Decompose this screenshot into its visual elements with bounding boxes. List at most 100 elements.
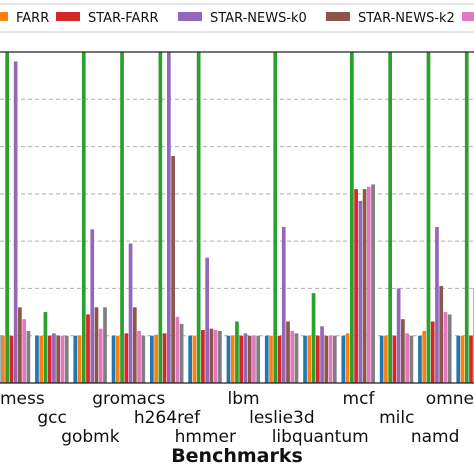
bar [269,335,273,383]
legend-label: FARR [16,11,49,26]
bar [226,335,231,383]
bar [52,333,56,383]
legend-box [0,3,474,33]
bar [362,189,367,383]
bar [81,52,86,383]
bar [158,52,163,383]
bar [384,335,388,383]
bar [294,333,299,383]
bar [418,335,422,383]
bar [201,330,205,383]
legend-swatch [0,12,8,21]
bar [230,335,235,383]
bar [367,186,371,383]
bar [47,335,52,383]
legend-label: STAR-NEWS-k2 [358,11,455,26]
bar [77,335,82,383]
bar [86,314,90,383]
bar [247,335,252,383]
bar [213,330,218,383]
bar [209,328,214,383]
x-tick-label: milc [379,408,414,428]
bars [0,52,474,384]
bar [18,307,22,383]
x-tick-label: mess [0,389,45,409]
bar [401,319,405,383]
bar [167,52,171,383]
x-tick-label: hmmer [175,427,236,447]
bar [179,323,184,383]
bar [371,184,375,383]
bar [324,335,329,383]
bar [396,288,401,383]
bar [307,335,312,383]
bar [328,335,333,383]
bar [409,335,414,383]
bar [358,200,363,383]
bar [239,335,244,383]
bar [154,334,158,383]
legend: FARR STAR-FARR STAR-NEWS-k0 STAR-NEWS-k2 [0,3,474,33]
bar [26,330,31,383]
bar [460,335,465,383]
bar [456,335,461,383]
bar [43,312,48,383]
bar [435,226,439,383]
bar [392,335,397,383]
bar [277,335,282,383]
bar [443,312,448,383]
bar [332,335,337,383]
x-axis-label: Benchmarks [171,445,303,467]
bar [350,52,354,383]
bar [235,321,239,383]
bar [273,52,278,383]
bar [311,293,316,383]
legend-label: STAR-NEWS-k0 [210,11,307,26]
bar [60,335,65,383]
bar [94,307,99,383]
bar [141,335,146,383]
bar [290,330,295,383]
x-tick-label: mcf [343,389,376,409]
bar [439,286,444,383]
x-tick-label: lbm [228,389,260,409]
bar [13,61,18,384]
bar [39,335,44,383]
legend-label: STAR-FARR [88,11,159,26]
bar [256,335,261,383]
bar [5,52,9,383]
bar [132,307,137,383]
x-tick-label: gromacs [92,389,165,409]
bar [218,330,222,383]
bar [341,335,346,383]
x-tick-label: leslie3d [249,408,315,428]
bar [405,333,409,383]
bar [205,257,209,383]
bar [286,321,290,383]
x-tick-label: gobmk [61,427,120,447]
bar [120,52,124,383]
legend-swatch [56,12,80,21]
bar [175,316,180,383]
bar [315,335,320,383]
x-tick-label: libquantum [272,427,369,447]
bar [243,333,248,383]
bar [196,52,201,383]
bar [115,335,120,383]
bar [252,335,256,383]
bar [303,335,307,383]
bar [320,326,324,383]
bar [128,243,133,383]
x-tick-label: gcc [37,408,66,428]
bar [22,319,26,383]
bar [9,335,14,383]
bar [56,335,61,383]
bar [281,226,286,383]
bar [90,229,95,383]
bar [1,335,5,383]
x-tick-label: h264ref [134,408,201,428]
legend-swatch [462,12,474,21]
x-tick-label: omne [426,389,474,409]
